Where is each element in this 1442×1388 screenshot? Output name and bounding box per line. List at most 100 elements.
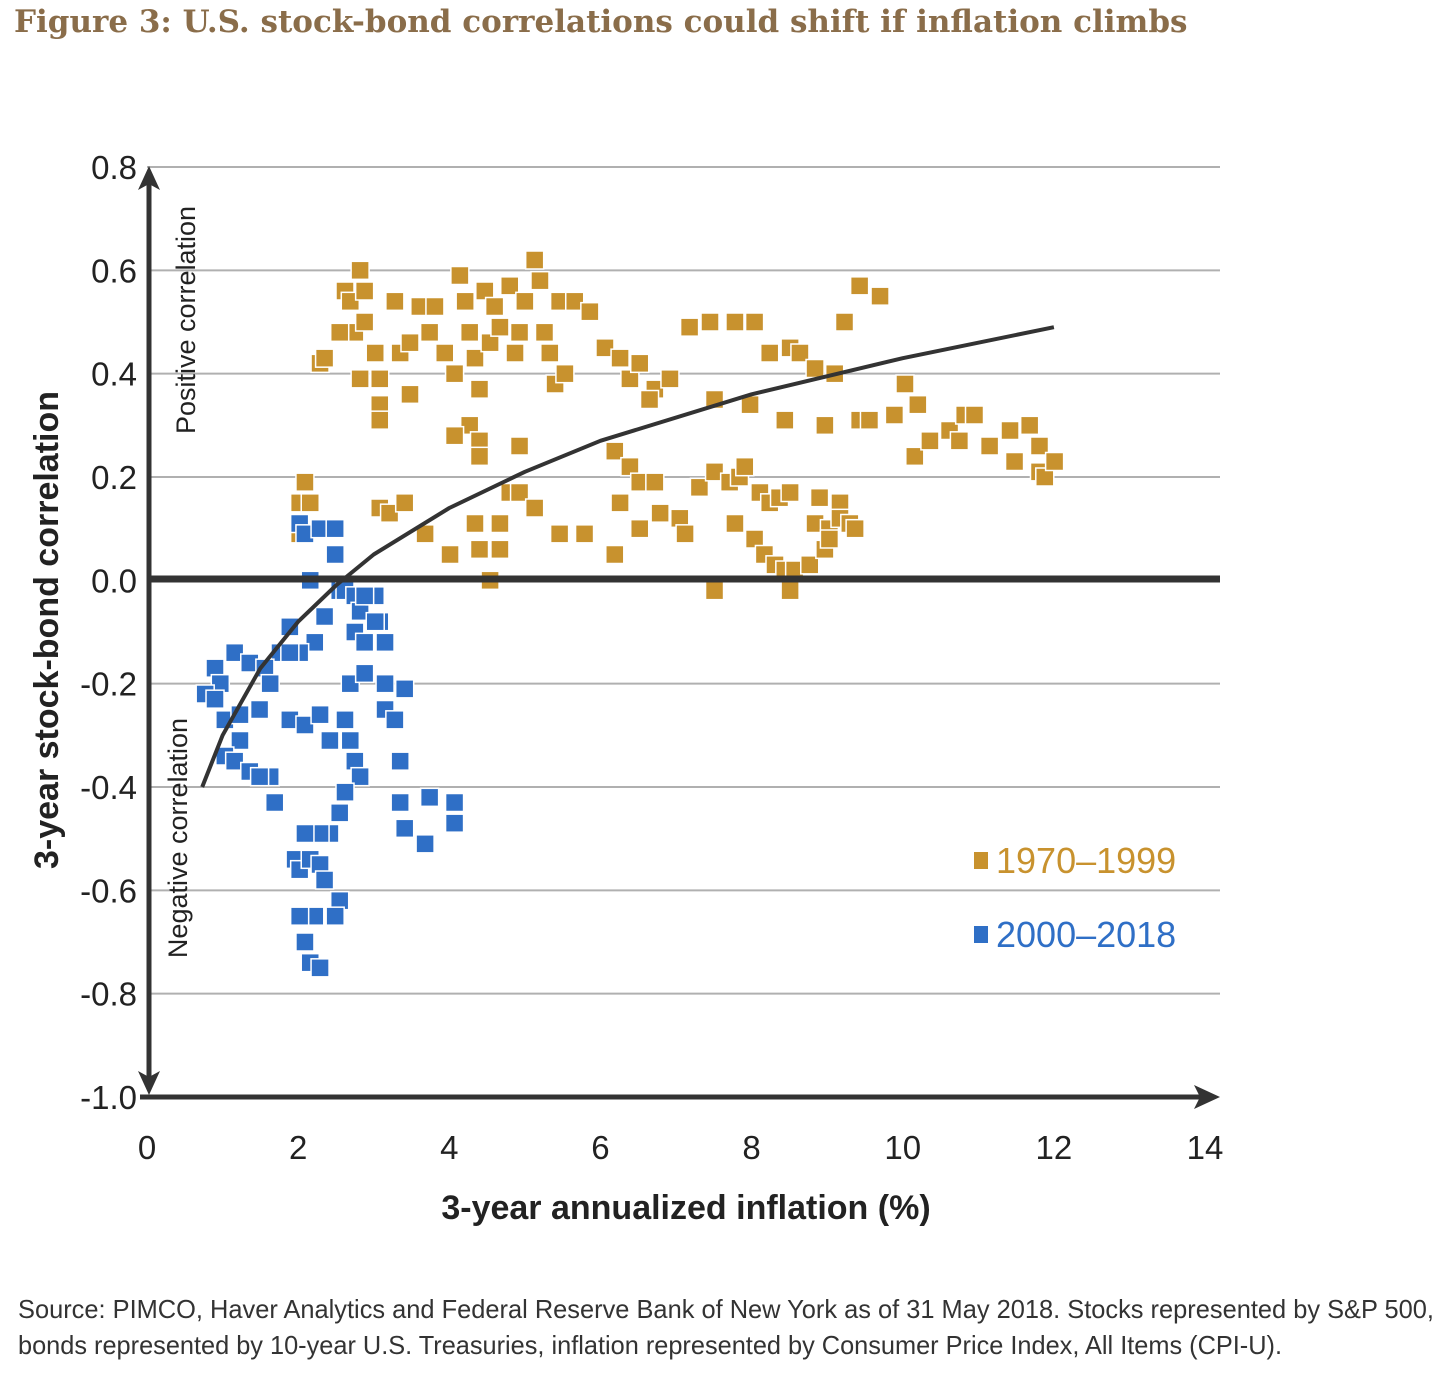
data-point-2000-2018 — [224, 751, 245, 771]
data-point-1970-1999 — [650, 503, 670, 523]
data-point-1970-1999 — [354, 312, 375, 332]
data-point-1970-1999 — [524, 498, 545, 518]
data-point-2000-2018 — [325, 544, 345, 565]
data-point-1970-1999 — [629, 518, 650, 539]
data-point-1970-1999 — [660, 369, 680, 389]
data-point-2000-2018 — [365, 611, 385, 632]
data-point-2000-2018 — [340, 673, 361, 694]
x-tick-labels: 0 2 4 6 8 10 12 14 — [138, 1129, 1224, 1166]
data-point-1970-1999 — [905, 446, 925, 467]
data-point-1970-1999 — [534, 322, 555, 343]
negative-correlation-label: Negative correlation — [163, 718, 193, 958]
data-point-2000-2018 — [320, 730, 340, 751]
data-point-1970-1999 — [490, 539, 510, 560]
data-point-2000-2018 — [419, 787, 440, 808]
data-point-1970-1999 — [595, 338, 615, 358]
data-point-1970-1999 — [1004, 451, 1025, 472]
data-point-1970-1999 — [809, 487, 830, 508]
x-tick-label: 2 — [289, 1129, 307, 1166]
y-tick-label: 0.4 — [91, 356, 137, 393]
y-tick-label: -1.0 — [80, 1079, 137, 1116]
data-point-2000-2018 — [280, 642, 300, 663]
x-axis-arrow-right-icon — [1194, 1085, 1220, 1109]
data-point-1970-1999 — [400, 332, 420, 353]
data-point-1970-1999 — [605, 441, 625, 461]
data-point-1970-1999 — [469, 446, 490, 467]
data-point-1970-1999 — [744, 312, 765, 332]
gridlines — [147, 166, 1220, 995]
y-tick-label: 0.2 — [91, 459, 137, 496]
data-point-1970-1999 — [555, 363, 575, 384]
data-point-1970-1999 — [370, 410, 390, 430]
data-point-1970-1999 — [465, 348, 485, 368]
data-point-1970-1999 — [425, 296, 445, 317]
data-point-1970-1999 — [704, 462, 725, 482]
data-point-1970-1999 — [620, 456, 640, 477]
y-tick-labels: 0.8 0.6 0.4 0.2 0.0 -0.2 -0.4 -0.6 -0.8 -1.0 — [80, 149, 137, 1116]
data-point-1970-1999 — [704, 580, 725, 601]
data-point-1970-1999 — [725, 312, 745, 332]
data-point-1970-1999 — [444, 363, 465, 384]
data-point-1970-1999 — [580, 301, 600, 322]
data-point-1970-1999 — [540, 343, 560, 363]
data-point-1970-1999 — [370, 369, 390, 389]
data-point-1970-1999 — [639, 389, 660, 410]
x-tick-label: 0 — [138, 1129, 156, 1166]
data-point-2000-2018 — [354, 586, 375, 606]
data-point-2000-2018 — [394, 818, 415, 839]
data-point-1970-1999 — [780, 580, 800, 601]
data-point-1970-1999 — [419, 322, 440, 343]
data-point-2000-2018 — [375, 673, 395, 694]
positive-correlation-label: Positive correlation — [171, 206, 201, 434]
data-point-2000-2018 — [295, 823, 315, 844]
data-point-1970-1999 — [964, 405, 985, 425]
x-axis-label: 3-year annualized inflation (%) — [441, 1189, 930, 1227]
y-axis-arrow-down-icon — [138, 1071, 160, 1095]
x-tick-label: 6 — [591, 1129, 609, 1166]
data-point-1970-1999 — [530, 270, 550, 291]
data-point-1970-1999 — [385, 291, 405, 312]
data-point-1970-1999 — [884, 405, 905, 425]
data-point-2000-2018 — [305, 632, 325, 653]
data-point-2000-2018 — [289, 906, 310, 926]
data-point-1970-1999 — [1000, 420, 1020, 441]
data-point-2000-2018 — [390, 792, 410, 813]
legend-label-1970-1999: 1970–1999 — [996, 840, 1176, 881]
data-point-1970-1999 — [440, 544, 460, 565]
data-point-1970-1999 — [459, 415, 480, 436]
data-point-1970-1999 — [329, 322, 350, 343]
data-point-1970-1999 — [805, 358, 825, 379]
data-point-1970-1999 — [870, 286, 890, 306]
data-point-2000-2018 — [385, 710, 405, 730]
data-point-2000-2018 — [335, 782, 355, 802]
data-point-2000-2018 — [249, 766, 270, 787]
data-point-1970-1999 — [350, 369, 370, 389]
y-tick-label: 0.8 — [91, 149, 137, 186]
data-point-1970-1999 — [780, 482, 800, 503]
data-point-2000-2018 — [325, 518, 345, 539]
data-point-1970-1999 — [455, 291, 475, 312]
data-point-1970-1999 — [484, 296, 505, 317]
data-point-1970-1999 — [645, 472, 665, 492]
data-point-1970-1999 — [340, 291, 361, 312]
data-point-2000-2018 — [340, 730, 361, 751]
data-point-1970-1999 — [949, 431, 970, 451]
data-point-1970-1999 — [859, 410, 880, 430]
data-point-1970-1999 — [450, 265, 470, 286]
legend-label-2000-2018: 2000–2018 — [996, 914, 1176, 955]
data-point-1970-1999 — [1019, 415, 1040, 436]
source-note-line-1: Source: PIMCO, Haver Analytics and Feder… — [18, 1294, 1434, 1324]
data-point-1970-1999 — [610, 348, 630, 368]
data-point-1970-1999 — [759, 343, 780, 363]
data-point-2000-2018 — [280, 617, 300, 637]
data-point-1970-1999 — [815, 415, 835, 436]
data-point-1970-1999 — [379, 503, 400, 523]
data-point-1970-1999 — [735, 456, 755, 477]
data-point-1970-1999 — [400, 384, 420, 405]
legend-swatch-1970-1999 — [974, 852, 988, 869]
data-point-2000-2018 — [205, 689, 225, 709]
data-point-1970-1999 — [394, 493, 415, 513]
data-point-1970-1999 — [475, 281, 495, 301]
data-point-2000-2018 — [354, 632, 375, 653]
